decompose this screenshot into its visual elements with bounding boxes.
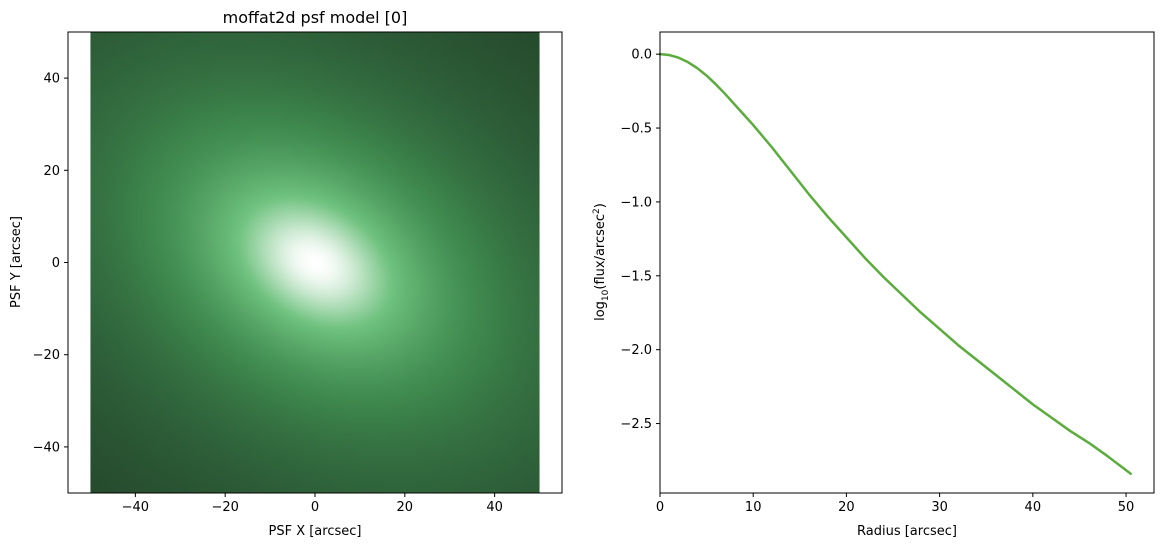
- profile-y-label-close: ): [593, 203, 608, 208]
- profile-ytick-label-4: −2.0: [620, 343, 652, 358]
- profile-axes-border: [659, 31, 1155, 494]
- profile-ytick-label-2: −1.0: [620, 195, 652, 210]
- psf-xtick-label-2: 0: [311, 500, 319, 515]
- profile-xtick-label-2: 20: [838, 500, 855, 515]
- profile-ytick-label-3: −1.5: [620, 269, 652, 284]
- psf-xtick-label-4: 40: [486, 500, 503, 515]
- psf-ytick-label-4: 40: [43, 72, 60, 87]
- psf-y-ticks: −40 −20 0 20 40: [33, 72, 68, 455]
- profile-axes-frame: [660, 32, 1154, 493]
- profile-series-line: [658, 52, 1132, 476]
- psf-image-title: moffat2d psf model [0]: [223, 8, 408, 27]
- psf-image-panel: moffat2d psf model [0] −40 −20 0 20 40 −40 −2…: [9, 8, 563, 539]
- profile-y-ticks: 0.0 −0.5 −1.0 −1.5 −2.0 −2.5: [620, 48, 660, 432]
- profile-x-axis-label: Radius [arcsec]: [857, 524, 957, 539]
- profile-x-ticks: 0 10 20 30 40 50: [656, 493, 1134, 515]
- profile-ytick-label-0: 0.0: [631, 48, 652, 63]
- psf-heatmap-image: [90, 32, 540, 493]
- profile-ytick-label-5: −2.5: [620, 417, 652, 432]
- psf-xtick-label-3: 20: [397, 500, 414, 515]
- profile-y-label-exp: 2: [592, 208, 602, 214]
- profile-xtick-label-3: 30: [931, 500, 948, 515]
- psf-x-ticks: −40 −20 0 20 40: [122, 493, 503, 515]
- psf-ytick-label-2: 0: [52, 256, 60, 271]
- radial-profile-panel: 0 10 20 30 40 50 0.0 −0.5 −1.0 −1.5 −2.0 −2.5 Radi…: [592, 31, 1155, 539]
- psf-y-axis-label: PSF Y [arcsec]: [9, 216, 24, 308]
- psf-ytick-label-0: −40: [33, 440, 60, 455]
- psf-xtick-label-1: −20: [211, 500, 238, 515]
- profile-y-label-log: log: [593, 301, 608, 321]
- profile-y-label-flux: (flux/arcsec: [593, 214, 608, 290]
- profile-xtick-label-0: 0: [656, 500, 664, 515]
- psf-xtick-label-0: −40: [122, 500, 149, 515]
- profile-y-axis-label: log10(flux/arcsec2): [592, 203, 611, 321]
- profile-ytick-label-1: −0.5: [620, 122, 652, 137]
- psf-x-axis-label: PSF X [arcsec]: [269, 524, 362, 539]
- profile-y-label-base: 10: [601, 289, 611, 301]
- profile-xtick-label-4: 40: [1025, 500, 1042, 515]
- psf-ytick-label-3: 20: [43, 164, 60, 179]
- psf-ytick-label-1: −20: [33, 348, 60, 363]
- profile-xtick-label-1: 10: [745, 500, 762, 515]
- profile-xtick-label-5: 50: [1118, 500, 1135, 515]
